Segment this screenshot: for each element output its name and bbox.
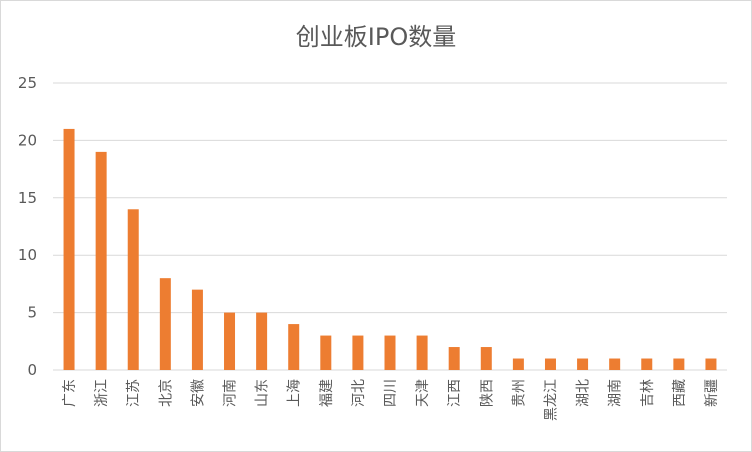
x-category-label: 湖南 xyxy=(608,379,624,407)
bar xyxy=(480,347,492,370)
bar xyxy=(384,335,396,370)
x-category-label: 北京 xyxy=(158,379,174,407)
bar xyxy=(63,128,75,370)
x-category-label: 四川 xyxy=(383,379,399,407)
chart-title: 创业板IPO数量 xyxy=(295,23,457,51)
x-category-label: 黑龙江 xyxy=(543,379,559,421)
x-category-label: 广东 xyxy=(62,379,78,407)
bar xyxy=(320,335,332,370)
bar xyxy=(448,347,460,370)
x-category-label: 福建 xyxy=(319,379,335,407)
y-tick-label: 10 xyxy=(18,246,37,264)
gridlines xyxy=(53,82,727,371)
bar xyxy=(416,335,428,370)
x-category-label: 江西 xyxy=(447,379,463,407)
bar xyxy=(256,312,268,370)
y-tick-label: 15 xyxy=(18,189,37,207)
bar xyxy=(352,335,364,370)
x-category-label: 新疆 xyxy=(704,379,720,407)
bar xyxy=(159,278,171,370)
bar xyxy=(95,151,107,370)
x-category-label: 吉林 xyxy=(640,379,656,407)
x-category-label: 浙江 xyxy=(94,379,110,407)
x-category-label: 西藏 xyxy=(672,379,688,407)
y-tick-label: 5 xyxy=(27,304,37,322)
x-category-label: 湖北 xyxy=(576,379,592,407)
bar xyxy=(609,358,621,370)
y-tick-label: 20 xyxy=(18,131,37,149)
bar xyxy=(288,324,300,370)
x-category-label: 安徽 xyxy=(190,379,206,407)
x-category-label: 江苏 xyxy=(126,379,142,407)
x-category-label: 陕西 xyxy=(479,379,495,407)
x-category-label: 上海 xyxy=(287,379,303,407)
bar xyxy=(191,289,203,370)
x-category-label: 天津 xyxy=(415,379,431,407)
bar xyxy=(705,358,717,370)
bar xyxy=(512,358,524,370)
bar xyxy=(673,358,685,370)
x-category-label: 河北 xyxy=(351,379,367,407)
bar xyxy=(127,209,139,370)
bar xyxy=(641,358,653,370)
x-category-label: 河南 xyxy=(223,379,239,407)
x-axis-labels: 广东 浙江 江苏 北京 安徽 河南 山东 上海 福建 河北 四川 天津 江西 陕西 贵州 黑龙江 湖北 湖南 吉林西… xyxy=(62,379,720,421)
y-tick-label: 25 xyxy=(18,74,37,92)
x-category-label: 山东 xyxy=(255,379,271,407)
bars xyxy=(63,128,717,370)
bar xyxy=(544,358,556,370)
bar xyxy=(577,358,589,370)
bar xyxy=(224,312,236,370)
y-tick-label: 0 xyxy=(27,361,37,379)
y-axis-ticks: 0 5 10 15 20 25 xyxy=(18,74,37,379)
x-category-label: 贵州 xyxy=(511,379,527,407)
